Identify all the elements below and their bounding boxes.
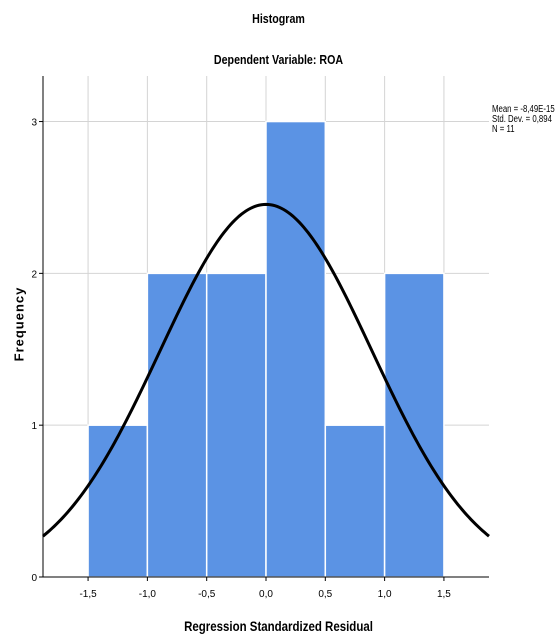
histogram-bar-5 xyxy=(383,272,445,578)
y-tick-label-0: 0 xyxy=(31,573,37,584)
y-tick-label-3: 3 xyxy=(31,118,37,129)
stats-mean: Mean = -8,49E-15 xyxy=(492,104,555,115)
x-tick-label-3: 0,0 xyxy=(259,589,273,600)
x-tick-label-1: -1,0 xyxy=(139,589,157,600)
x-axis-label: Regression Standardized Residual xyxy=(184,618,373,634)
chart-title: Histogram xyxy=(252,11,305,26)
histogram-bar-3 xyxy=(265,120,327,578)
x-tick-label-6: 1,5 xyxy=(437,589,451,600)
stats-box: Mean = -8,49E-15 Std. Dev. = 0,894 N = 1… xyxy=(492,105,555,135)
stats-n: N = 11 xyxy=(492,124,515,135)
histogram-bar-4 xyxy=(324,424,386,578)
histogram-bar-0 xyxy=(87,424,149,578)
x-tick-label-5: 1,0 xyxy=(378,589,392,600)
histogram-bar-2 xyxy=(205,272,267,578)
histogram-bar-1 xyxy=(146,272,208,578)
stats-std-dev: Std. Dev. = 0,894 xyxy=(492,114,552,125)
y-tick-label-1: 1 xyxy=(31,421,37,432)
y-tick-label-2: 2 xyxy=(31,269,37,280)
x-tick-label-4: 0,5 xyxy=(318,589,332,600)
normal-curve xyxy=(42,202,490,538)
chart-subtitle: Dependent Variable: ROA xyxy=(213,52,344,67)
y-axis-label: Frequency xyxy=(11,286,27,362)
x-tick-label-0: -1,5 xyxy=(79,589,97,600)
x-tick-label-2: -0,5 xyxy=(198,589,216,600)
